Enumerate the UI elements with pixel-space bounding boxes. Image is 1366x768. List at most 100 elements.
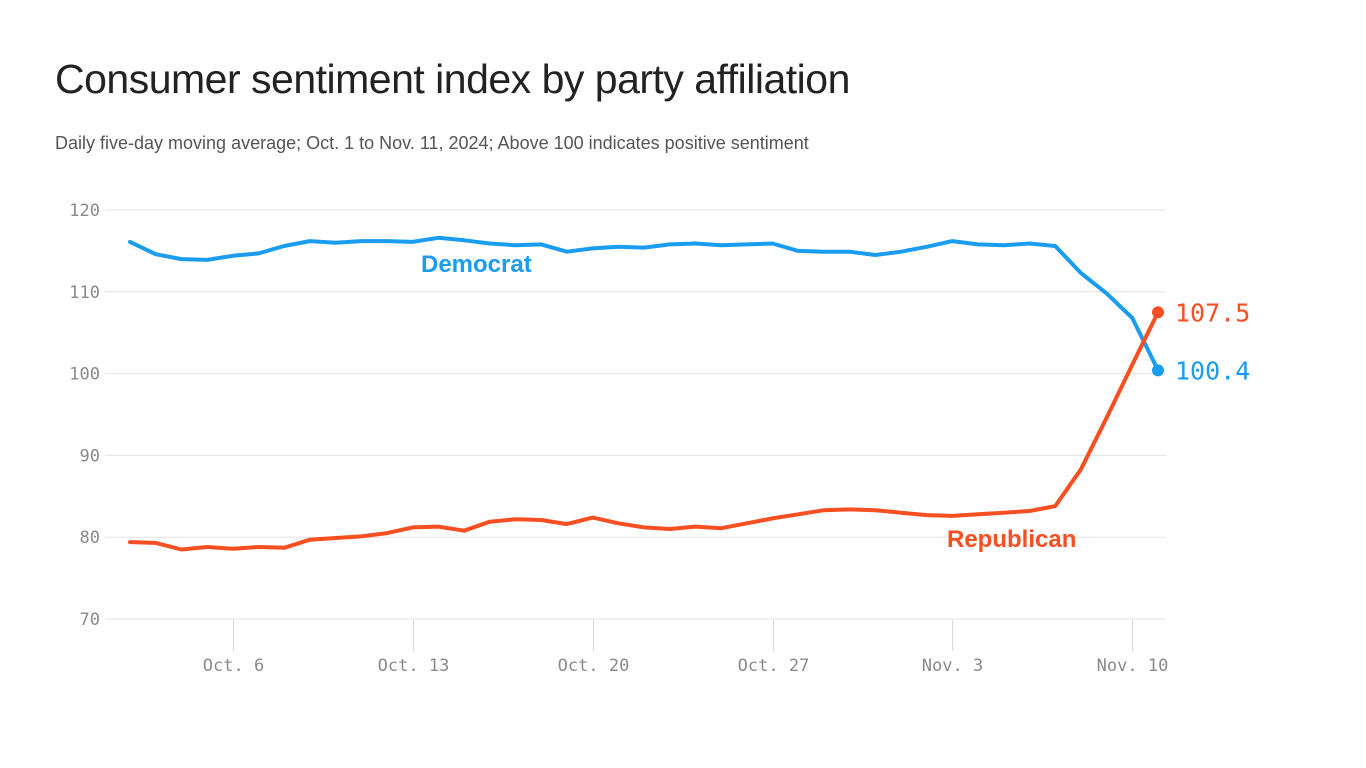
data-point-democrat-29 bbox=[874, 254, 877, 257]
data-point-republican-34 bbox=[1002, 511, 1005, 514]
data-point-democrat-0 bbox=[129, 240, 132, 243]
data-point-democrat-30 bbox=[900, 250, 903, 253]
data-point-democrat-8 bbox=[334, 241, 337, 244]
data-point-democrat-17 bbox=[565, 250, 568, 253]
data-point-democrat-3 bbox=[206, 258, 209, 261]
data-point-republican-22 bbox=[694, 525, 697, 528]
data-point-democrat-15 bbox=[514, 244, 517, 247]
data-point-democrat-20 bbox=[643, 246, 646, 249]
series-label-republican: Republican bbox=[947, 526, 1076, 553]
data-point-republican-24 bbox=[745, 522, 748, 525]
data-point-republican-21 bbox=[668, 528, 671, 531]
data-point-republican-28 bbox=[848, 508, 851, 511]
data-point-republican-4 bbox=[231, 547, 234, 550]
end-value-label-democrat: 100.4 bbox=[1175, 356, 1250, 385]
data-point-republican-32 bbox=[951, 514, 954, 517]
chart-title: Consumer sentiment index by party affili… bbox=[55, 56, 850, 102]
x-axis-ticks: Oct. 6 Oct. 13 Oct. 20 Oct. 27 Nov. 3 Nov. 10 bbox=[203, 619, 1169, 676]
data-point-republican-5 bbox=[257, 546, 260, 549]
data-point-democrat-16 bbox=[540, 243, 543, 246]
data-point-republican-12 bbox=[437, 525, 440, 528]
data-point-democrat-6 bbox=[283, 245, 286, 248]
data-point-democrat-14 bbox=[488, 242, 491, 245]
data-point-democrat-4 bbox=[231, 254, 234, 257]
x-tick-label-2: Oct. 20 bbox=[558, 656, 630, 676]
data-point-democrat-38 bbox=[1105, 292, 1108, 295]
data-point-democrat-21 bbox=[668, 243, 671, 246]
data-point-democrat-23 bbox=[720, 244, 723, 247]
data-point-republican-8 bbox=[334, 537, 337, 540]
y-tick-label-90: 90 bbox=[80, 446, 100, 466]
series-label-democrat: Democrat bbox=[421, 251, 532, 278]
data-point-democrat-7 bbox=[308, 240, 311, 243]
series-lines bbox=[128, 235, 1164, 552]
chart-subtitle: Daily five-day moving average; Oct. 1 to… bbox=[55, 133, 809, 153]
data-point-republican-3 bbox=[206, 546, 209, 549]
data-point-republican-35 bbox=[1028, 510, 1031, 513]
x-tick-label-4: Nov. 3 bbox=[922, 656, 983, 676]
data-point-republican-36 bbox=[1054, 505, 1057, 508]
end-point-republican bbox=[1152, 306, 1164, 319]
data-point-democrat-19 bbox=[617, 245, 620, 248]
data-point-republican-20 bbox=[643, 526, 646, 529]
gridlines bbox=[105, 209, 1166, 620]
x-tick-label-0: Oct. 6 bbox=[203, 656, 264, 676]
data-point-republican-13 bbox=[463, 529, 466, 532]
y-tick-label-100: 100 bbox=[69, 365, 100, 385]
data-point-democrat-27 bbox=[822, 250, 825, 253]
data-point-democrat-12 bbox=[437, 236, 440, 239]
data-point-democrat-31 bbox=[925, 245, 928, 248]
data-point-republican-14 bbox=[488, 520, 491, 523]
data-point-democrat-36 bbox=[1054, 245, 1057, 248]
data-point-republican-23 bbox=[720, 527, 723, 530]
data-point-republican-39 bbox=[1131, 363, 1134, 366]
data-point-republican-7 bbox=[308, 538, 311, 541]
y-axis-ticks: 70 80 90 100 110 120 bbox=[69, 201, 100, 630]
data-point-republican-25 bbox=[771, 517, 774, 520]
data-point-democrat-37 bbox=[1079, 272, 1082, 275]
series-line-republican bbox=[128, 310, 1160, 552]
y-tick-label-70: 70 bbox=[80, 610, 100, 630]
data-point-democrat-10 bbox=[386, 240, 389, 243]
data-point-republican-37 bbox=[1079, 468, 1082, 471]
end-value-label-republican: 107.5 bbox=[1175, 298, 1250, 327]
data-point-republican-10 bbox=[386, 532, 389, 535]
data-point-democrat-28 bbox=[848, 250, 851, 253]
end-point-democrat bbox=[1152, 364, 1164, 377]
data-point-democrat-25 bbox=[771, 242, 774, 245]
data-point-republican-33 bbox=[977, 513, 980, 516]
data-point-democrat-24 bbox=[745, 243, 748, 246]
y-tick-label-110: 110 bbox=[69, 283, 100, 303]
data-point-democrat-34 bbox=[1002, 244, 1005, 247]
data-point-republican-17 bbox=[565, 523, 568, 526]
y-tick-label-120: 120 bbox=[69, 201, 100, 221]
data-point-democrat-9 bbox=[360, 240, 363, 243]
data-point-republican-30 bbox=[900, 511, 903, 514]
data-point-republican-15 bbox=[514, 518, 517, 521]
data-point-republican-9 bbox=[360, 535, 363, 538]
data-point-republican-38 bbox=[1105, 416, 1108, 419]
data-point-democrat-26 bbox=[797, 249, 800, 252]
y-tick-label-80: 80 bbox=[80, 528, 100, 548]
data-point-republican-31 bbox=[925, 514, 928, 517]
x-tick-label-1: Oct. 13 bbox=[378, 656, 450, 676]
data-point-republican-2 bbox=[180, 548, 183, 551]
x-tick-label-3: Oct. 27 bbox=[738, 656, 810, 676]
data-point-democrat-33 bbox=[977, 243, 980, 246]
data-point-republican-0 bbox=[129, 541, 132, 544]
series-line-democrat bbox=[128, 235, 1160, 373]
data-point-democrat-13 bbox=[463, 239, 466, 242]
data-point-democrat-1 bbox=[154, 253, 157, 256]
data-point-republican-16 bbox=[540, 519, 543, 522]
x-tick-label-5: Nov. 10 bbox=[1097, 656, 1169, 676]
series-labels: Democrat Republican 100.4 107.5 bbox=[421, 251, 1250, 553]
data-point-republican-18 bbox=[591, 516, 594, 519]
data-point-democrat-22 bbox=[694, 242, 697, 245]
data-point-democrat-5 bbox=[257, 252, 260, 255]
data-point-republican-11 bbox=[411, 526, 414, 529]
data-point-democrat-11 bbox=[411, 240, 414, 243]
data-point-republican-19 bbox=[617, 522, 620, 525]
data-point-democrat-32 bbox=[951, 240, 954, 243]
data-point-democrat-35 bbox=[1028, 242, 1031, 245]
